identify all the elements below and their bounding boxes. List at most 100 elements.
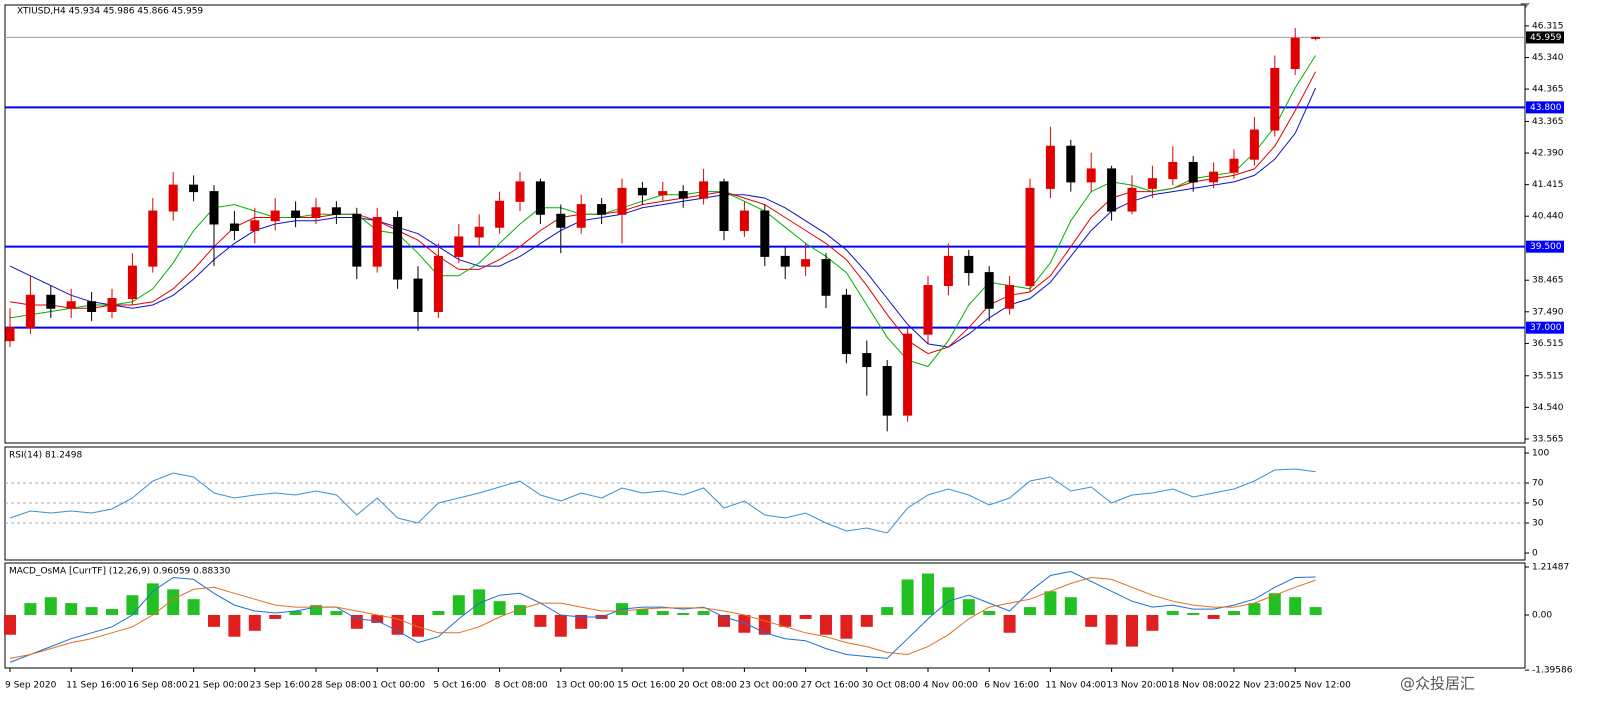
candle-body <box>1209 171 1219 183</box>
y-tick-label: 44.365 <box>1532 85 1564 95</box>
candle-body <box>1107 168 1117 212</box>
histogram-bar <box>983 611 996 615</box>
candle-body <box>719 181 729 231</box>
y-tick-label: 45.340 <box>1532 53 1564 63</box>
histogram-bar <box>636 609 649 615</box>
histogram-bar <box>554 614 567 637</box>
macd-line <box>9 576 1316 659</box>
candle-body <box>454 236 464 257</box>
candle-body <box>1188 161 1198 183</box>
macd-line <box>9 570 1316 663</box>
histogram-bar <box>473 589 486 615</box>
candle-body <box>189 184 199 193</box>
candle-body <box>984 272 994 309</box>
y-tick-label: 37.490 <box>1532 307 1564 317</box>
candle-body <box>1168 161 1178 180</box>
candle-body <box>882 366 892 416</box>
y-tick-label: 41.415 <box>1532 180 1564 190</box>
candle-body <box>923 285 933 335</box>
y-tick-label: 42.390 <box>1532 149 1564 159</box>
y-tick-label: 46.315 <box>1532 21 1564 31</box>
candle-body <box>1229 158 1239 173</box>
histogram-bar <box>718 614 730 627</box>
candle-body <box>1290 37 1300 69</box>
level-label-box <box>1526 321 1564 334</box>
histogram-bar <box>228 614 241 637</box>
level-label-box <box>1526 240 1564 253</box>
y-tick-label: 34.540 <box>1532 403 1564 413</box>
histogram-bar <box>4 614 16 635</box>
histogram-bar <box>1085 614 1098 627</box>
last-price-label: 45.959 <box>1530 33 1562 43</box>
histogram-bar <box>840 614 853 639</box>
histogram-bar <box>1309 607 1322 615</box>
candle-body <box>780 255 790 267</box>
histogram-bar <box>697 611 710 615</box>
x-tick-label: 11 Nov 04:00 <box>1045 681 1106 691</box>
candle-body <box>862 353 872 368</box>
histogram-bar <box>1105 614 1118 645</box>
watermark: @众投居汇 <box>1400 675 1475 693</box>
histogram-bar <box>1166 611 1179 615</box>
y-tick-label: 43.365 <box>1532 117 1564 127</box>
histogram-bar <box>350 614 363 629</box>
candle-body <box>331 207 341 215</box>
histogram-bar <box>1003 614 1016 633</box>
x-tick-label: 1 Oct 00:00 <box>372 681 425 691</box>
candle-body <box>515 181 525 202</box>
x-tick-label: 8 Oct 08:00 <box>495 681 548 691</box>
x-tick-label: 5 Oct 16:00 <box>433 681 486 691</box>
candle-body <box>393 217 403 280</box>
histogram-bar <box>758 614 771 635</box>
candle-body <box>535 181 545 215</box>
histogram-bar <box>1187 613 1200 615</box>
panel-title: XTIUSD,H4 45.934 45.986 45.866 45.959 <box>17 7 203 17</box>
histogram-bar <box>534 614 547 627</box>
x-tick-label: 13 Nov 20:00 <box>1107 681 1168 691</box>
candle-body <box>433 255 443 312</box>
y-tick-label: 36.515 <box>1532 339 1564 349</box>
candle-body <box>617 187 627 215</box>
histogram-bar <box>514 605 526 615</box>
candle-body <box>964 255 974 274</box>
level-label: 39.500 <box>1530 242 1562 252</box>
level-label-box <box>1526 101 1564 114</box>
histogram-bar <box>799 614 812 619</box>
x-tick-label: 15 Oct 16:00 <box>617 681 676 691</box>
candle-body <box>658 191 668 196</box>
histogram-bar <box>1289 597 1302 615</box>
histogram-bar <box>310 605 322 615</box>
candle-body <box>841 294 851 355</box>
y-tick-label: 70 <box>1532 479 1544 489</box>
candle-body <box>168 184 178 212</box>
histogram-bar <box>208 614 220 627</box>
histogram-bar <box>901 579 914 615</box>
x-tick-label: 23 Oct 00:00 <box>739 681 798 691</box>
histogram-bar <box>371 614 384 623</box>
y-tick-label: 40.440 <box>1532 212 1564 222</box>
histogram-bar <box>656 611 669 615</box>
x-tick-label: 23 Sep 16:00 <box>250 681 310 691</box>
rsi-line <box>9 468 1316 534</box>
y-tick-label: 30 <box>1532 519 1544 529</box>
y-tick-label: 100 <box>1532 449 1549 459</box>
candle-body <box>1270 67 1280 131</box>
candle-body <box>597 204 607 215</box>
x-tick-label: 6 Nov 16:00 <box>984 681 1039 691</box>
x-tick-label: 16 Sep 08:00 <box>127 681 187 691</box>
histogram-bar <box>1207 614 1220 619</box>
histogram-bar <box>412 614 424 637</box>
histogram-bar <box>922 573 934 615</box>
candle-body <box>576 204 586 228</box>
level-label: 37.000 <box>1530 323 1562 333</box>
histogram-bar <box>1044 591 1057 615</box>
candle-body <box>127 265 137 300</box>
candle-body <box>1005 285 1015 309</box>
histogram-bar <box>1268 593 1281 615</box>
candle-body <box>413 278 423 312</box>
panel-title: MACD_OsMA [CurrTF] (12,26,9) 0.96059 0.8… <box>9 567 231 577</box>
y-tick-label: 1.21487 <box>1532 562 1569 572</box>
x-tick-label: 13 Oct 00:00 <box>556 681 615 691</box>
candle-body <box>148 210 158 267</box>
